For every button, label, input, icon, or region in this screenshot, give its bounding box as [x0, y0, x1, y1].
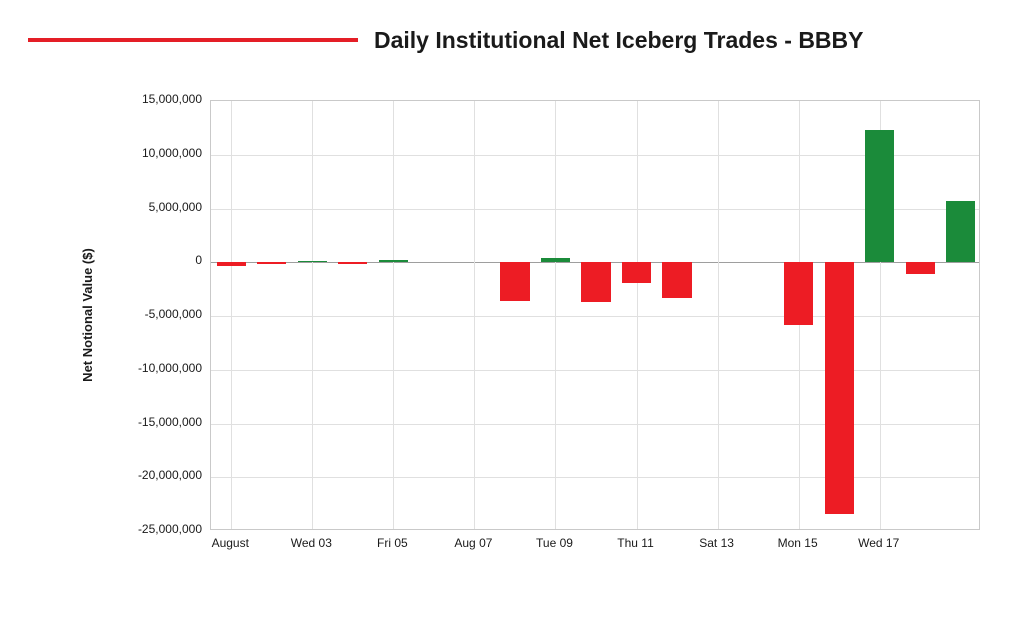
bar [338, 262, 367, 263]
bar [622, 262, 651, 282]
bar [541, 258, 570, 262]
bar [825, 262, 854, 514]
bar [662, 262, 691, 297]
hgrid-line [211, 316, 979, 317]
x-tick-label: Aug 07 [454, 536, 492, 550]
y-tick-label: -10,000,000 [120, 361, 202, 375]
page: Daily Institutional Net Iceberg Trades -… [0, 0, 1024, 640]
y-tick-label: 0 [120, 253, 202, 267]
vgrid-line [474, 101, 475, 529]
hgrid-line [211, 370, 979, 371]
bar [581, 262, 610, 302]
x-tick-label: Fri 05 [377, 536, 408, 550]
x-tick-label: Mon 15 [778, 536, 818, 550]
x-tick-label: Thu 11 [617, 536, 653, 550]
plot-area [210, 100, 980, 530]
vgrid-line [637, 101, 638, 529]
vgrid-line [312, 101, 313, 529]
x-tick-label: Wed 17 [858, 536, 899, 550]
bar [217, 262, 246, 266]
x-tick-label: Wed 03 [291, 536, 332, 550]
bar [906, 262, 935, 274]
title-rule [28, 38, 358, 42]
y-tick-label: 5,000,000 [120, 200, 202, 214]
hgrid-line [211, 477, 979, 478]
hgrid-line [211, 424, 979, 425]
y-axis-label: Net Notional Value ($) [80, 248, 95, 382]
y-tick-label: -20,000,000 [120, 468, 202, 482]
bar [784, 262, 813, 324]
y-tick-label: -15,000,000 [120, 415, 202, 429]
chart-title: Daily Institutional Net Iceberg Trades -… [374, 27, 864, 54]
y-tick-label: -25,000,000 [120, 522, 202, 536]
chart-title-wrap: Daily Institutional Net Iceberg Trades -… [28, 20, 996, 60]
vgrid-line [231, 101, 232, 529]
x-tick-label: August [212, 536, 249, 550]
bar [379, 260, 408, 263]
x-tick-label: Tue 09 [536, 536, 573, 550]
y-tick-label: 15,000,000 [120, 92, 202, 106]
vgrid-line [555, 101, 556, 529]
bar [298, 261, 327, 263]
vgrid-line [393, 101, 394, 529]
bar [500, 262, 529, 301]
vgrid-line [718, 101, 719, 529]
bar [257, 262, 286, 264]
x-tick-label: Sat 13 [699, 536, 734, 550]
bar [865, 130, 894, 262]
y-tick-label: -5,000,000 [120, 307, 202, 321]
y-tick-label: 10,000,000 [120, 146, 202, 160]
hgrid-line [211, 155, 979, 156]
hgrid-line [211, 209, 979, 210]
bar [946, 201, 975, 262]
chart-frame: Net Notional Value ($) -25,000,000-20,00… [120, 100, 990, 560]
